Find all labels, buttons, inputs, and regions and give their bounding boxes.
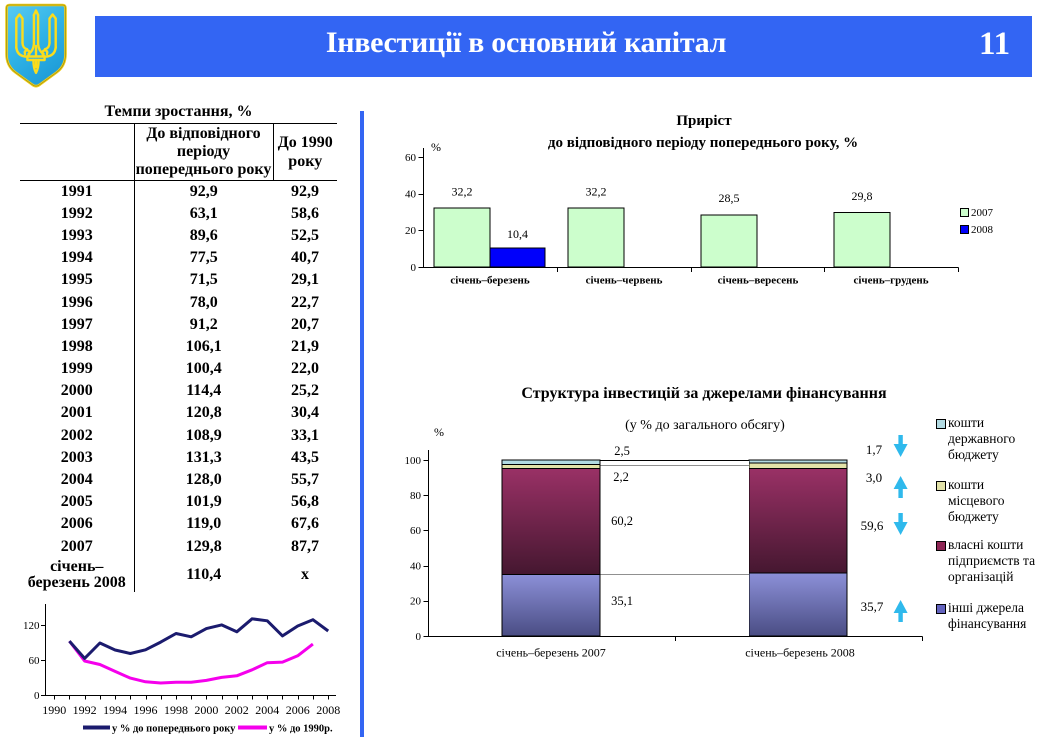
svg-text:січень–березень 2007: січень–березень 2007	[496, 646, 606, 660]
svg-text:січень–березень 2008: січень–березень 2008	[745, 646, 855, 660]
svg-text:бюджету: бюджету	[948, 447, 999, 462]
svg-text:32,2: 32,2	[452, 185, 473, 199]
svg-text:2007: 2007	[971, 207, 994, 219]
svg-text:3,0: 3,0	[866, 470, 882, 485]
svg-text:кошти: кошти	[948, 415, 984, 430]
svg-text:2,2: 2,2	[613, 470, 629, 484]
svg-text:20: 20	[405, 225, 417, 237]
svg-text:2004: 2004	[255, 703, 279, 717]
svg-text:2002: 2002	[225, 703, 249, 717]
svg-text:100: 100	[405, 455, 422, 467]
svg-text:до відповідного періоду попере: до відповідного періоду попереднього рок…	[548, 135, 858, 151]
svg-text:2006: 2006	[286, 703, 310, 717]
svg-text:0: 0	[411, 262, 417, 274]
svg-text:власні кошти: власні кошти	[948, 537, 1023, 552]
svg-text:40: 40	[405, 189, 417, 201]
svg-text:35,1: 35,1	[611, 594, 633, 608]
svg-text:120: 120	[23, 620, 40, 632]
svg-text:%: %	[431, 140, 441, 154]
svg-text:40: 40	[410, 560, 422, 572]
svg-text:29,8: 29,8	[852, 189, 873, 203]
svg-text:(у % до загального обсягу): (у % до загального обсягу)	[625, 418, 785, 433]
svg-text:60,2: 60,2	[611, 514, 633, 528]
svg-text:0: 0	[34, 690, 40, 702]
svg-text:10,4: 10,4	[507, 227, 528, 241]
svg-text:60: 60	[29, 655, 41, 667]
svg-text:1994: 1994	[103, 703, 127, 717]
svg-text:2008: 2008	[971, 224, 994, 236]
svg-text:організацій: організацій	[948, 569, 1014, 584]
svg-text:місцевого: місцевого	[948, 493, 1005, 508]
svg-text:80: 80	[410, 490, 422, 502]
svg-text:інші джерела: інші джерела	[948, 600, 1024, 615]
svg-text:59,6: 59,6	[861, 518, 884, 533]
svg-text:32,2: 32,2	[586, 185, 607, 199]
svg-text:1,7: 1,7	[866, 442, 883, 457]
svg-text:60: 60	[405, 152, 417, 164]
svg-text:січень–грудень: січень–грудень	[853, 275, 928, 287]
svg-text:січень–вересень: січень–вересень	[718, 275, 799, 287]
svg-text:у % до попереднього року: у % до попереднього року	[112, 724, 236, 735]
svg-text:1990: 1990	[42, 703, 66, 717]
svg-text:підприємств та: підприємств та	[948, 553, 1035, 568]
svg-text:1996: 1996	[134, 703, 158, 717]
svg-text:1992: 1992	[73, 703, 97, 717]
svg-text:січень–червень: січень–червень	[586, 275, 663, 287]
svg-text:35,7: 35,7	[861, 599, 884, 614]
svg-text:%: %	[434, 425, 444, 439]
svg-text:2,5: 2,5	[614, 444, 630, 458]
svg-text:у % до 1990р.: у % до 1990р.	[269, 724, 333, 735]
svg-text:січень–березень: січень–березень	[450, 275, 530, 287]
svg-text:кошти: кошти	[948, 477, 984, 492]
svg-text:державного: державного	[948, 431, 1015, 446]
svg-text:1998: 1998	[164, 703, 188, 717]
svg-text:28,5: 28,5	[719, 191, 740, 205]
svg-text:Приріст: Приріст	[676, 113, 732, 129]
svg-text:20: 20	[410, 596, 422, 608]
svg-text:Структура інвестицій за джерел: Структура інвестицій за джерелами фінанс…	[521, 385, 887, 402]
svg-text:0: 0	[416, 631, 422, 643]
svg-text:бюджету: бюджету	[948, 509, 999, 524]
svg-text:60: 60	[410, 525, 422, 537]
svg-text:2008: 2008	[316, 703, 340, 717]
svg-text:2000: 2000	[194, 703, 218, 717]
svg-text:фінансування: фінансування	[948, 616, 1026, 631]
